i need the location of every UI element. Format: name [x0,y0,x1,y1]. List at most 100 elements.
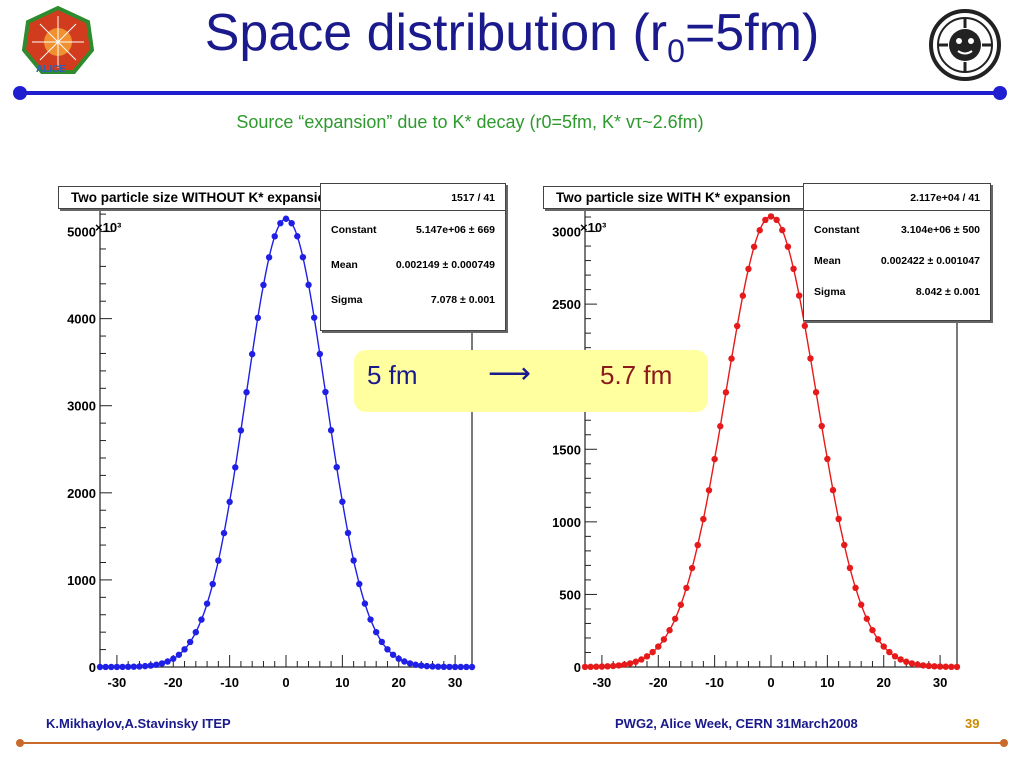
data-point [254,314,262,322]
bottom-rule [20,742,1004,744]
data-point [812,389,820,396]
top-rule [20,91,1004,95]
data-point [891,653,899,660]
data-point [372,628,380,636]
data-point [919,662,927,669]
alice-logo-text: ALICE [36,64,66,75]
data-point [756,227,763,234]
stat-row: Mean 0.002149 ± 0.000749 [321,253,505,276]
data-point [434,663,442,670]
data-point [609,662,617,670]
data-point [265,254,273,261]
chart-without-expansion: -30 -20 -10 0 10 20 30 0 1000 2000 3000 4000 5000 [67,187,476,690]
data-point [260,281,267,289]
stat-row: Mean 0.002422 ± 0.001047 [804,249,990,272]
data-point [181,646,188,653]
fit-chi2: 2.117e+04 / 41 [804,184,990,211]
data-point [807,355,814,362]
page-number: 39 [965,716,980,731]
data-point [824,455,831,463]
data-point [666,627,673,634]
y-tick-label: 1000 [552,515,581,530]
data-point [124,663,132,671]
data-point [361,600,369,607]
x-tick-label: 0 [282,675,289,690]
x-tick-label: 10 [335,675,349,690]
data-point [784,243,792,250]
data-point [384,646,391,653]
data-point [717,423,724,430]
data-point [468,663,476,671]
data-point [869,626,876,634]
data-point [711,455,718,463]
histogram-label: Two particle size WITHOUT K* expansion [58,186,348,209]
data-point [677,601,685,608]
data-point [948,663,955,671]
data-point [779,226,786,234]
page-title: Space distribution (r0=5fm) [0,0,1024,68]
stat-name: Mean [814,254,841,267]
y-tick-label: 4000 [67,312,96,327]
data-point [700,515,707,523]
x-tick-label: -20 [649,675,668,690]
data-point [649,648,656,656]
data-point [886,648,893,656]
data-point [903,658,910,665]
data-point [694,541,701,549]
data-point [925,662,933,670]
data-point [130,663,138,670]
data-point [141,662,149,670]
data-point [310,314,318,321]
callout-to: 5.7 fm [600,360,673,390]
data-point [835,515,842,523]
data-point [897,656,904,663]
data-point [593,663,600,670]
data-point [457,663,464,671]
data-point [705,487,713,494]
data-point [344,529,352,537]
callout-from: 5 fm [367,360,418,390]
y-multiplier: ×10³ [95,220,122,235]
data-point [750,243,758,250]
y-tick-label: 1500 [552,442,581,457]
data-point [874,636,882,643]
data-point [446,663,453,671]
subtitle: Source “expansion” due to K* decay (r0=5… [236,112,704,132]
data-point [615,662,623,669]
x-tick-label: 30 [933,675,947,690]
data-point [739,292,747,299]
data-point [136,663,143,670]
top-rule-right-dot [993,86,1007,100]
histogram-label: Two particle size WITH K* expansion [543,186,804,209]
bottom-rule-left-dot [16,739,24,747]
data-point [113,663,121,671]
data-point [294,233,301,240]
data-point [418,662,425,669]
data-point [102,663,109,671]
data-point [429,663,436,670]
bottom-rule-right-dot [1000,739,1008,747]
data-point [841,541,848,549]
data-point [762,216,769,224]
stat-name: Sigma [331,293,363,306]
data-point [604,663,611,670]
x-tick-label: -10 [220,675,239,690]
data-point [655,643,662,650]
data-point [316,350,324,358]
data-point [643,653,651,660]
data-point [863,615,871,622]
chart-with-expansion: -30-20-100102030050010001500200025003000 [552,187,961,690]
data-point [271,233,278,240]
data-point [688,564,696,572]
data-point [186,638,194,646]
data-point [192,628,200,636]
data-point [931,663,938,670]
stat-row: Constant 5.147e+06 ± 669 [321,218,505,241]
y-tick-label: 2000 [67,486,96,501]
itep-logo [928,8,1002,82]
data-point [767,213,775,220]
data-point [288,219,295,227]
data-point [440,663,448,671]
data-point [790,265,797,273]
fit-stats-box: 1517 / 41 Constant 5.147e+06 ± 669 Mean 0.… [320,183,506,331]
